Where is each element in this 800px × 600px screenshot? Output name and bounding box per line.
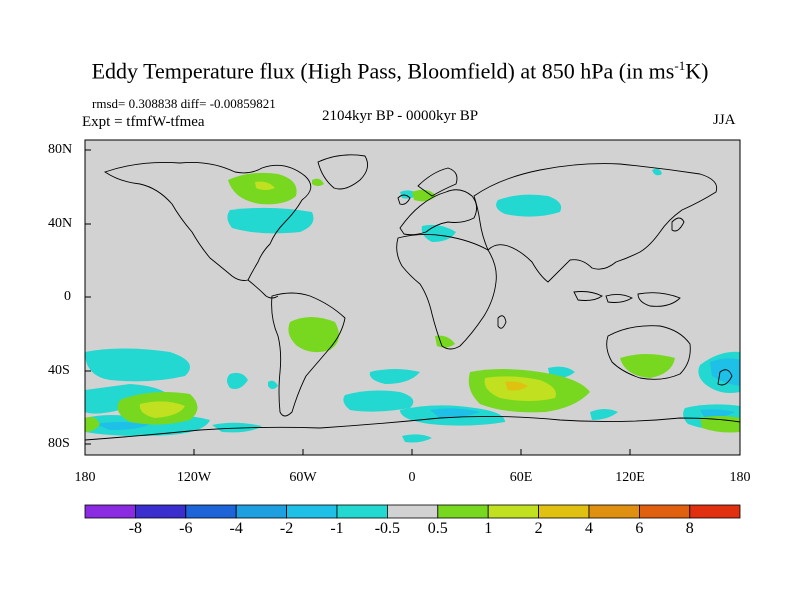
- experiment-label: Expt = tfmfW-tfmea: [82, 114, 205, 130]
- figure-title: Eddy Temperature flux (High Pass, Bloomf…: [0, 58, 800, 84]
- lat-label: 0: [64, 289, 71, 304]
- lat-label: 80S: [48, 436, 70, 451]
- title-main: Eddy Temperature flux (High Pass, Bloomf…: [91, 58, 675, 84]
- colorbar-box: [639, 504, 691, 519]
- colorbar-label: 1: [484, 520, 493, 537]
- colorbar-box: [84, 504, 136, 519]
- colorbar-box: [437, 504, 489, 519]
- stats-label: rmsd= 0.308838 diff= -0.00859821: [92, 96, 276, 111]
- season-label: JJA: [713, 112, 736, 128]
- colorbar-box: [487, 504, 540, 519]
- colorbar-label: -4: [229, 520, 243, 537]
- lon-label: 180: [74, 470, 96, 485]
- lon-label: 60E: [509, 470, 533, 485]
- colorbar-box: [386, 504, 439, 519]
- colorbar-label: -2: [279, 520, 294, 537]
- colorbar-label: 8: [685, 520, 694, 537]
- period-label: 2104kyr BP - 0000kyr BP: [322, 108, 479, 124]
- colorbar-label: -1: [330, 520, 344, 537]
- lon-label: 120W: [176, 470, 212, 485]
- colorbar-box: [588, 504, 640, 519]
- colorbar-box: [235, 504, 287, 519]
- axis-ticks: [84, 149, 741, 455]
- colorbar-label: 0.5: [427, 520, 448, 537]
- colorbar-box: [336, 504, 388, 519]
- colorbar-box: [689, 504, 741, 519]
- lon-label: 120E: [615, 470, 645, 485]
- negative-anomaly-cores: [95, 358, 740, 430]
- colorbar-label: -6: [179, 520, 193, 537]
- colorbar-label: 4: [585, 520, 593, 537]
- lon-label: 180: [729, 470, 751, 485]
- colorbar-label: 6: [635, 520, 644, 537]
- lat-label: 80N: [48, 142, 73, 157]
- coastlines: [84, 154, 741, 441]
- colorbar-label: 2: [534, 520, 543, 537]
- lon-label: 60W: [289, 470, 317, 485]
- lat-label: 40N: [48, 216, 73, 231]
- title-tail: K): [685, 58, 709, 84]
- positive-anomaly-cores: [139, 181, 556, 418]
- colorbar-box: [286, 504, 338, 519]
- colorbar-label: -8: [128, 520, 143, 537]
- colorbar-label: -0.5: [374, 520, 401, 537]
- colorbar: [84, 504, 741, 519]
- colorbar-box: [185, 504, 237, 519]
- colorbar-box: [538, 504, 590, 519]
- colorbar-box: [134, 504, 187, 519]
- title-superscript: -1: [674, 58, 686, 73]
- lat-label: 40S: [48, 363, 70, 378]
- lon-label: 0: [408, 470, 416, 485]
